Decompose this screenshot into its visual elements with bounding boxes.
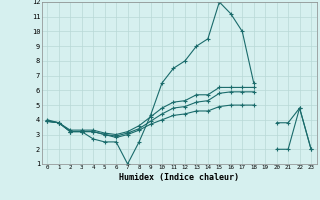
X-axis label: Humidex (Indice chaleur): Humidex (Indice chaleur) [119,173,239,182]
